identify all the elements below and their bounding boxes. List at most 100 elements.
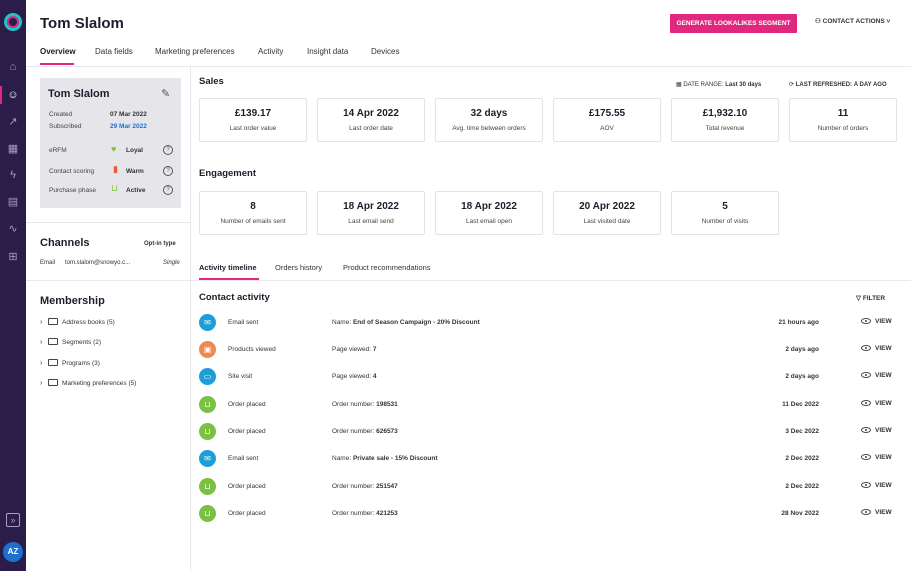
expand-rail-icon[interactable]: » bbox=[6, 513, 20, 527]
activity-detail-label: Order number: bbox=[332, 428, 375, 435]
engagement-title: Engagement bbox=[199, 168, 257, 179]
activity-time: 2 Dec 2022 bbox=[785, 455, 819, 462]
tab-devices[interactable]: Devices bbox=[371, 47, 400, 56]
view-label: VIEW bbox=[875, 427, 892, 434]
apps-icon[interactable]: ⊞ bbox=[8, 251, 18, 263]
tab-insight-data[interactable]: Insight data bbox=[307, 47, 349, 56]
contact-scoring-label: Contact scoring bbox=[49, 168, 95, 175]
folder-icon bbox=[48, 318, 58, 325]
help-icon[interactable]: ? bbox=[163, 145, 173, 155]
view-button[interactable]: VIEW bbox=[861, 345, 892, 352]
product-icon: ▣ bbox=[199, 341, 216, 358]
contact-actions-label: CONTACT ACTIONS bbox=[822, 18, 885, 25]
chart-icon[interactable]: ∿ bbox=[8, 223, 18, 235]
divider bbox=[26, 280, 190, 281]
activity-detail-value: 198531 bbox=[376, 401, 398, 408]
activity-row: ▣ Products viewed Page viewed: 7 2 days ago… bbox=[199, 341, 899, 361]
stat-card: 5 Number of visits bbox=[671, 191, 779, 235]
activity-detail-label: Name: bbox=[332, 319, 352, 326]
channels-title: Channels bbox=[40, 237, 90, 249]
date-range[interactable]: ▦ DATE RANGE: Last 30 days bbox=[676, 81, 761, 88]
view-button[interactable]: VIEW bbox=[861, 372, 892, 379]
help-icon[interactable]: ? bbox=[163, 185, 173, 195]
help-icon[interactable]: ? bbox=[163, 166, 173, 176]
folder-icon bbox=[48, 359, 58, 366]
tab-activity[interactable]: Activity bbox=[258, 47, 284, 56]
membership-title: Membership bbox=[40, 295, 105, 307]
stat-value: 32 days bbox=[470, 108, 508, 119]
stat-card: 18 Apr 2022 Last email send bbox=[317, 191, 425, 235]
view-label: VIEW bbox=[875, 454, 892, 461]
activity-detail: Page viewed: 4 bbox=[332, 373, 376, 380]
activity-time: 28 Nov 2022 bbox=[781, 510, 819, 517]
edit-icon[interactable]: ✎ bbox=[161, 88, 171, 100]
activity-detail: Page viewed: 7 bbox=[332, 346, 376, 353]
stat-card: 11 Number of orders bbox=[789, 98, 897, 142]
contact-actions-menu[interactable]: ⚇ CONTACT ACTIONS ˅ bbox=[815, 17, 890, 25]
activity-time: 21 hours ago bbox=[778, 319, 819, 326]
filter-label: FILTER bbox=[862, 295, 886, 302]
view-button[interactable]: VIEW bbox=[861, 400, 892, 407]
generate-lookalikes-button[interactable]: GENERATE LOOKALIKES SEGMENT bbox=[670, 14, 797, 33]
tab-orders-history[interactable]: Orders history bbox=[275, 263, 323, 272]
stat-label: Last order value bbox=[229, 125, 277, 132]
home-icon[interactable]: ⌂ bbox=[9, 61, 17, 73]
view-button[interactable]: VIEW bbox=[861, 454, 892, 461]
last-refreshed[interactable]: ⟳ LAST REFRESHED: A DAY AGO bbox=[789, 81, 887, 88]
stat-label: AOV bbox=[600, 125, 614, 132]
lightning-icon[interactable]: ϟ bbox=[10, 169, 16, 181]
pages-icon[interactable]: ▤ bbox=[7, 196, 19, 208]
refresh-icon: ⟳ bbox=[789, 82, 796, 88]
last-refreshed-value: A DAY AGO bbox=[853, 82, 887, 88]
membership-item[interactable]: › Programs (3) bbox=[40, 359, 100, 369]
tab-overview[interactable]: Overview bbox=[40, 47, 76, 56]
membership-item[interactable]: › Address books (5) bbox=[40, 318, 115, 328]
stat-card: 32 days Avg. time between orders bbox=[435, 98, 543, 142]
view-button[interactable]: VIEW bbox=[861, 482, 892, 489]
contacts-icon[interactable]: ☺ bbox=[7, 89, 19, 101]
tab-activity-timeline[interactable]: Activity timeline bbox=[199, 263, 257, 272]
activity-detail-value: 251547 bbox=[376, 483, 398, 490]
avatar[interactable]: AZ bbox=[3, 542, 23, 562]
membership-item-label: Programs (3) bbox=[62, 360, 100, 367]
tab-data-fields[interactable]: Data fields bbox=[95, 47, 133, 56]
eye-icon bbox=[861, 509, 871, 515]
brand-logo-icon[interactable] bbox=[4, 13, 22, 31]
view-label: VIEW bbox=[875, 372, 892, 379]
view-label: VIEW bbox=[875, 509, 892, 516]
membership-item[interactable]: › Segments (2) bbox=[40, 338, 101, 348]
created-value: 07 Mar 2022 bbox=[110, 111, 147, 118]
basket-icon: ⊔ bbox=[199, 396, 216, 413]
basket-icon: ⊔ bbox=[111, 183, 119, 193]
membership-item[interactable]: › Marketing preferences (5) bbox=[40, 379, 136, 389]
activity-detail: Name: End of Season Campaign - 20% Disco… bbox=[332, 319, 480, 326]
activity-type: Site visit bbox=[228, 373, 253, 380]
filter-icon: ▽ bbox=[856, 295, 863, 302]
campaigns-icon[interactable]: ↗ bbox=[8, 116, 18, 128]
tab-product-recommendations[interactable]: Product recommendations bbox=[343, 263, 431, 272]
email-label: Email bbox=[40, 260, 56, 266]
activity-detail-value: End of Season Campaign - 20% Discount bbox=[352, 319, 480, 326]
stat-label: Number of orders bbox=[817, 125, 869, 132]
eye-icon bbox=[861, 400, 871, 406]
eye-icon bbox=[861, 372, 871, 378]
subscribed-label: Subscribed bbox=[49, 123, 82, 130]
activity-type: Order placed bbox=[228, 510, 266, 517]
grid-icon[interactable]: ▦ bbox=[7, 143, 19, 155]
filter-button[interactable]: ▽ FILTER bbox=[856, 294, 885, 302]
tab-marketing-preferences[interactable]: Marketing preferences bbox=[155, 47, 235, 56]
divider bbox=[26, 222, 190, 223]
stat-label: Last visited date bbox=[583, 218, 631, 225]
view-button[interactable]: VIEW bbox=[861, 427, 892, 434]
user-icon: ⚇ bbox=[815, 18, 823, 25]
view-button[interactable]: VIEW bbox=[861, 509, 892, 516]
stat-card: £175.55 AOV bbox=[553, 98, 661, 142]
subscribed-value: 29 Mar 2022 bbox=[110, 123, 147, 130]
view-button[interactable]: VIEW bbox=[861, 318, 892, 325]
membership-item-label: Address books (5) bbox=[62, 319, 115, 326]
stat-value: 18 Apr 2022 bbox=[343, 201, 399, 212]
chevron-right-icon: › bbox=[40, 360, 43, 367]
activity-detail-value: 626573 bbox=[376, 428, 398, 435]
stat-card: 14 Apr 2022 Last order date bbox=[317, 98, 425, 142]
left-column-divider bbox=[190, 67, 191, 571]
